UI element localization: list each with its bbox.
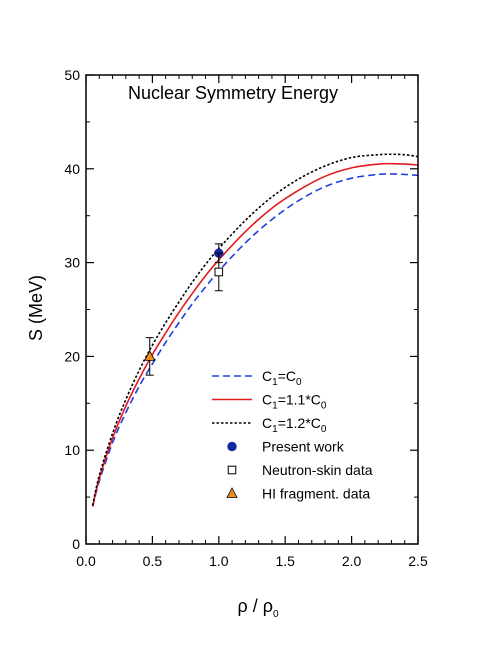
legend-label-part: =1.2*C (278, 415, 321, 431)
legend-label-part: 0 (321, 401, 327, 412)
legend-label-c11: C1=1.1*C0 (262, 392, 327, 412)
x-tick-label: 0.0 (76, 553, 96, 569)
curves-layer (91, 153, 419, 507)
y-tick-label: 50 (64, 67, 80, 83)
marker-skin (214, 267, 224, 277)
series-line-c11 (91, 162, 419, 507)
data-points-layer (144, 243, 224, 376)
x-tick-label: 0.5 (143, 553, 163, 569)
legend-marker-hi (226, 487, 238, 498)
legend-label-part: 1 (272, 424, 278, 435)
legend-label-c0: C1=C0 (262, 368, 302, 388)
legend-label-part: 1 (272, 377, 278, 388)
y-tick-label: 40 (64, 161, 80, 177)
legend-label-part: 1 (272, 401, 278, 412)
y-tick-label: 0 (72, 536, 80, 552)
x-tick-label: 2.5 (408, 553, 428, 569)
series-line-c12 (91, 153, 419, 506)
legend-label-part: =1.1*C (278, 392, 321, 408)
x-axis-label-base: ρ / ρ (237, 596, 272, 616)
y-tick-label: 20 (64, 348, 80, 364)
x-tick-label: 2.0 (342, 553, 362, 569)
y-tick-label: 10 (64, 442, 80, 458)
y-tick-label: 30 (64, 255, 80, 271)
legend-label-part: C (262, 392, 272, 408)
chart-title: Nuclear Symmetry Energy (128, 83, 338, 103)
legend-label-part: =C (278, 368, 296, 384)
legend-marker-present (227, 441, 237, 452)
legend-label-part: C (262, 415, 272, 431)
legend-label-part: C (262, 368, 272, 384)
y-axis-label: S (MeV) (26, 275, 46, 341)
x-tick-label: 1.5 (275, 553, 295, 569)
x-axis-label: ρ / ρ0 (237, 596, 278, 620)
legend-label-part: 0 (296, 377, 302, 388)
marker-hi (144, 350, 156, 361)
series-line-c0 (91, 173, 419, 507)
legend-label-hi: HI fragment. data (262, 486, 370, 502)
legend-marker-skin (227, 465, 237, 475)
legend-label-part: 0 (321, 424, 327, 435)
x-tick-label: 1.0 (209, 553, 229, 569)
legend-label-c12: C1=1.2*C0 (262, 415, 327, 435)
legend-label-skin: Neutron-skin data (262, 462, 373, 478)
legend-label-present: Present work (262, 439, 345, 455)
x-axis-label-sub: 0 (273, 609, 279, 620)
